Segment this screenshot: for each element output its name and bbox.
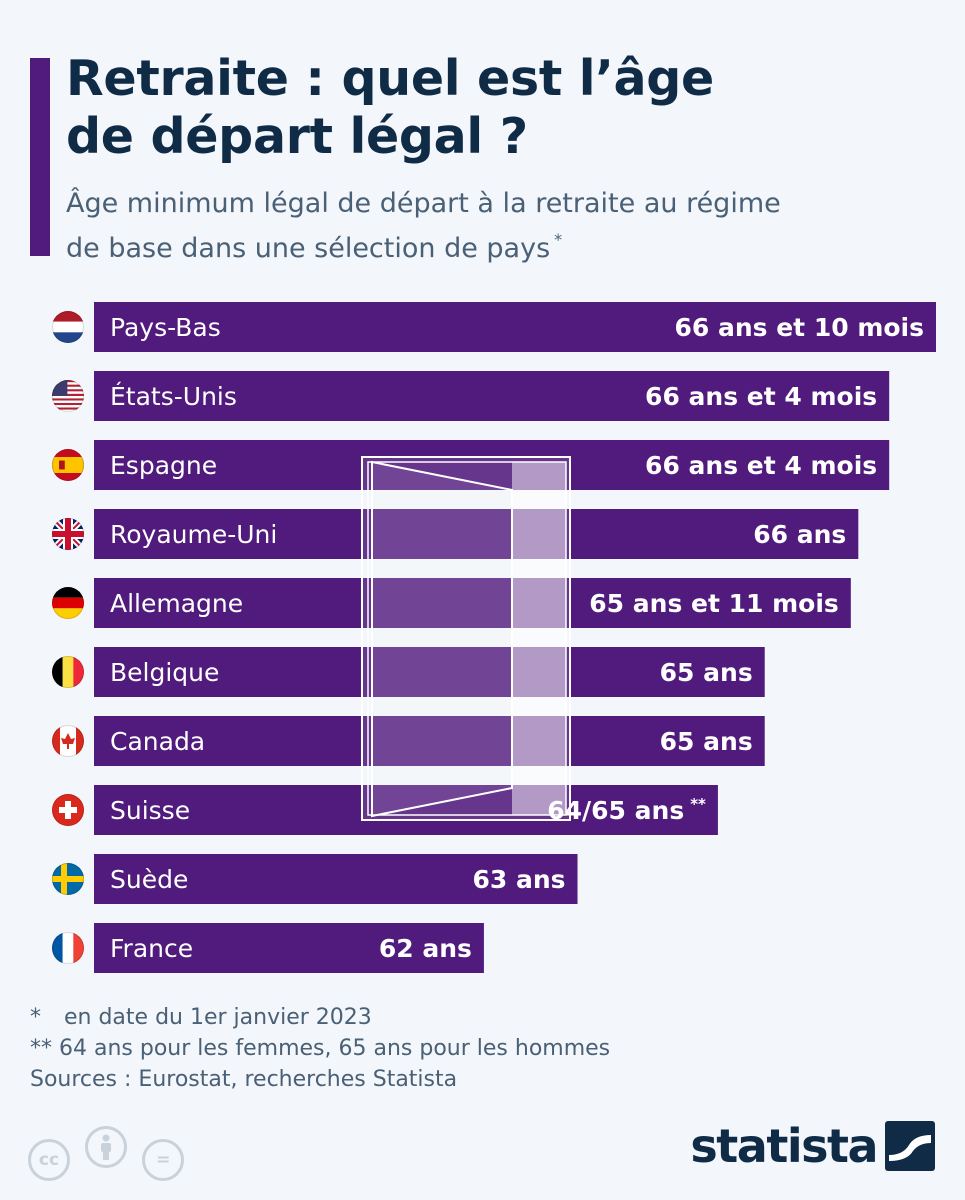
- subtitle-line-2: de base dans une sélection de pays: [66, 233, 551, 264]
- license-icons: cc =: [28, 1126, 194, 1181]
- flag-icon-se: [52, 863, 84, 895]
- bar-category-label: France: [110, 934, 193, 963]
- footnote-2-text: 64 ans pour les femmes, 65 ans pour les …: [59, 1036, 611, 1061]
- flag-icon-fr: [52, 932, 84, 964]
- bar-category-label: Allemagne: [110, 589, 243, 618]
- bar-row-0: Pays-Bas 66 ans et 10 mois: [52, 302, 936, 352]
- flag-icon-be: [52, 656, 84, 688]
- subtitle-line-1: Âge minimum légal de départ à la retrait…: [66, 188, 781, 219]
- statista-logo[interactable]: statista: [690, 1118, 935, 1174]
- nd-icon[interactable]: =: [142, 1139, 185, 1181]
- cc-icon[interactable]: cc: [28, 1139, 70, 1181]
- bar-category-label: Espagne: [110, 451, 217, 480]
- bar-4: [94, 578, 851, 628]
- bar-category-label: Royaume-Uni: [110, 520, 277, 549]
- bar-category-label: États-Unis: [110, 382, 237, 411]
- bar-row-2: Espagne 66 ans et 4 mois: [52, 440, 890, 490]
- bar-value-label: 65 ans: [660, 658, 753, 687]
- bar-5: [94, 647, 765, 697]
- bar-category-label: Canada: [110, 727, 205, 756]
- bar-0: [94, 302, 936, 352]
- bar-category-label: Belgique: [110, 658, 219, 687]
- footnote-2: ** 64 ans pour les femmes, 65 ans pour l…: [30, 1033, 930, 1064]
- flag-icon-es: [52, 449, 84, 481]
- title-line-2: de départ légal ?: [66, 108, 528, 165]
- statista-mark-icon: [885, 1121, 935, 1171]
- footnote-1-text: en date du 1er janvier 2023: [64, 1005, 372, 1030]
- bar-row-7: Suisse 64/65 ans **: [52, 785, 718, 835]
- bar-row-6: Canada 65 ans: [52, 716, 765, 766]
- bar-value-label: 65 ans et 11 mois: [589, 589, 839, 618]
- bar-row-9: France 62 ans: [52, 923, 484, 973]
- chart-subtitle: Âge minimum légal de départ à la retrait…: [66, 186, 926, 267]
- flag-icon-de: [52, 587, 84, 619]
- bar-1: [94, 371, 890, 421]
- bar-value-label: 62 ans: [379, 934, 472, 963]
- footnote-2-mark: **: [30, 1036, 52, 1061]
- by-icon[interactable]: [85, 1126, 128, 1168]
- flag-icon-ch: [52, 794, 84, 826]
- flag-icon-nl: [52, 311, 84, 343]
- bar-value-label: 64/65 ans **: [547, 795, 706, 825]
- flag-icon-us: [52, 380, 84, 412]
- bar-row-3: Royaume-Uni 66 ans: [52, 509, 859, 559]
- bar-value-label: 63 ans: [472, 865, 565, 894]
- title-line-1: Retraite : quel est l’âge: [66, 50, 714, 107]
- bar-chart: Pays-Bas 66 ans et 10 mois États-Unis 66 an…: [52, 302, 936, 973]
- bar-category-label: Suède: [110, 865, 188, 894]
- sources: Sources : Eurostat, recherches Statista: [30, 1067, 458, 1092]
- bar-row-5: Belgique 65 ans: [52, 647, 765, 697]
- footnote-1: * en date du 1er janvier 2023: [30, 1002, 930, 1033]
- bar-value-mark: **: [690, 795, 706, 813]
- footnote-1-mark: *: [30, 1005, 41, 1030]
- bar-value-label: 66 ans: [753, 520, 846, 549]
- bar-6: [94, 716, 765, 766]
- bar-8: [94, 854, 578, 904]
- subtitle-mark: *: [554, 230, 563, 249]
- bar-row-8: Suède 63 ans: [52, 854, 578, 904]
- accent-bar: [30, 58, 50, 256]
- bar-2: [94, 440, 890, 490]
- bar-9: [94, 923, 484, 973]
- bar-3: [94, 509, 859, 559]
- flag-icon-gb: [52, 518, 84, 550]
- bar-category-label: Suisse: [110, 796, 190, 825]
- bar-value-label: 66 ans et 10 mois: [674, 313, 924, 342]
- chart-title: Retraite : quel est l’âge de départ léga…: [66, 50, 946, 166]
- bar-category-label: Pays-Bas: [110, 313, 221, 342]
- door-illustration: [361, 456, 571, 821]
- bar-value-label: 66 ans et 4 mois: [645, 382, 877, 411]
- flag-icon-ca: [52, 725, 84, 757]
- bar-row-4: Allemagne 65 ans et 11 mois: [52, 578, 851, 628]
- bar-value-label: 65 ans: [660, 727, 753, 756]
- brand-name: statista: [690, 1119, 878, 1173]
- footnotes: * en date du 1er janvier 2023 ** 64 ans p…: [30, 1002, 930, 1095]
- bar-row-1: États-Unis 66 ans et 4 mois: [52, 371, 890, 421]
- bar-value-label: 66 ans et 4 mois: [645, 451, 877, 480]
